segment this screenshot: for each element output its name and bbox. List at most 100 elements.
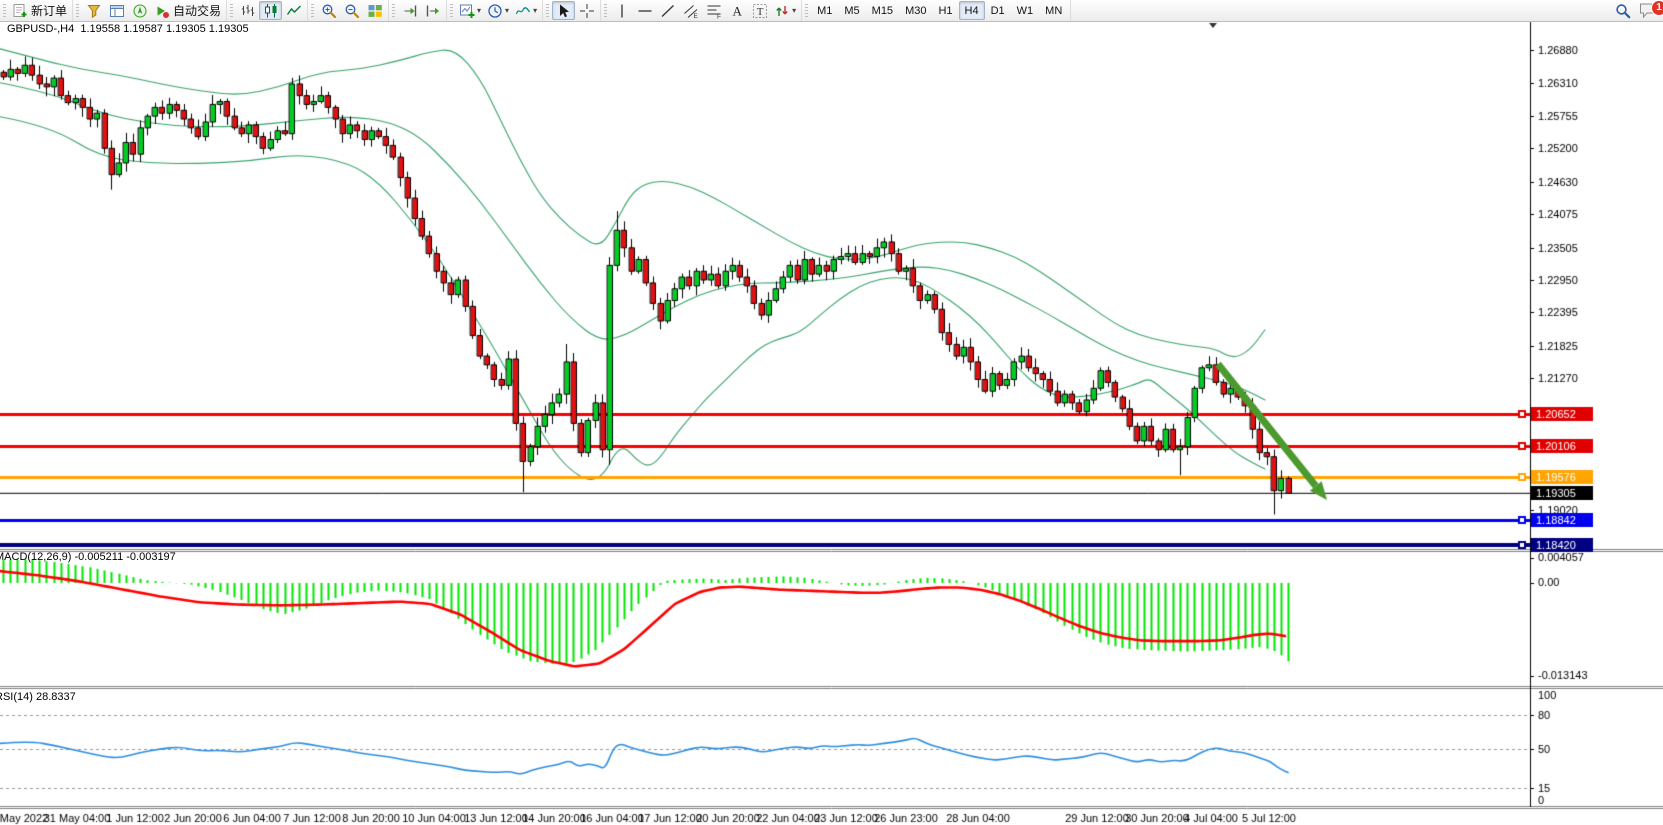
new-order-icon — [12, 3, 28, 19]
auto-trading-button-label: 自动交易 — [173, 4, 222, 18]
chat-button[interactable]: 1 — [1639, 0, 1663, 20]
candlestick-chart-button[interactable] — [259, 1, 283, 20]
zoom-in-button[interactable] — [317, 1, 340, 20]
auto-trading-button[interactable]: 自动交易 — [151, 1, 224, 20]
clock-icon — [487, 3, 503, 19]
cursor-button[interactable] — [552, 1, 576, 20]
new-order-button-label: 新订单 — [31, 4, 68, 18]
notification-badge[interactable]: 1 — [1651, 0, 1663, 16]
svg-text:F: F — [717, 13, 721, 19]
new-chart-icon — [459, 3, 475, 19]
timeframe-m30-button-label: M30 — [905, 4, 927, 17]
horizontal-line-button[interactable] — [633, 1, 656, 20]
toolbar-group: E F A T ▾ — [601, 0, 803, 21]
timeframe-h1-button[interactable]: H1 — [932, 1, 958, 20]
toolbar-group: 新订单 — [0, 0, 74, 21]
toolbar-grip — [546, 4, 550, 17]
bar-chart-button[interactable] — [236, 1, 259, 20]
search-icon[interactable] — [1615, 3, 1631, 19]
dropdown-caret-icon[interactable]: ▾ — [792, 6, 797, 15]
toolbar-grip — [604, 4, 608, 17]
auto-scroll-icon — [402, 3, 418, 19]
cursor-icon — [556, 3, 572, 19]
svg-text:E: E — [693, 13, 698, 19]
timeframe-w1-button-label: W1 — [1016, 4, 1034, 17]
svg-text:T: T — [756, 6, 763, 18]
rsi-indicator-label: RSI(14) 28.8337 — [0, 691, 76, 703]
text-label-button[interactable]: T — [748, 1, 771, 20]
textA-icon: A — [729, 3, 745, 19]
dropdown-caret-icon[interactable]: ▾ — [477, 6, 482, 15]
auto-scroll-button[interactable] — [398, 1, 421, 20]
zoom-out-button[interactable] — [340, 1, 363, 20]
timeframe-h4-button[interactable]: H4 — [958, 1, 985, 20]
toolbar-group: ▾ ▾ ▾ — [447, 0, 544, 21]
toolbar-group: 自动交易 — [73, 0, 228, 21]
chart-title: GBPUSD-,H4 1.19558 1.19587 1.19305 1.193… — [7, 23, 249, 35]
timeframe-m1-button-label: M1 — [817, 4, 833, 17]
arrows-button[interactable]: ▾ — [771, 1, 799, 20]
data-window-button[interactable] — [105, 1, 128, 20]
dropdown-caret-icon[interactable]: ▾ — [533, 6, 538, 15]
equidistant-channel-button[interactable]: E — [679, 1, 702, 20]
toolbar: 新订单 自动交易 ▾ ▾ ▾ E F A T ▾ M1 M5 M15 M30 H1 H4 D1 W1 MN — [0, 0, 1663, 22]
crosshair-button[interactable] — [575, 1, 598, 20]
timeframe-d1-button-label: D1 — [990, 4, 1005, 17]
vline-icon — [614, 3, 630, 19]
toolbar-group — [227, 0, 309, 21]
fibo-icon: F — [706, 3, 722, 19]
toolbar-groups: 新订单 自动交易 ▾ ▾ ▾ E F A T ▾ M1 M5 M15 M30 H1 H4 D1 W1 MN — [0, 0, 1072, 21]
toolbar-group — [308, 0, 390, 21]
chart-shift-button[interactable] — [421, 1, 444, 20]
timeframe-m30-button[interactable]: M30 — [899, 1, 932, 20]
timeframe-h4-button-label: H4 — [964, 4, 979, 17]
navigator-icon — [132, 3, 148, 19]
text-button[interactable]: A — [725, 1, 748, 20]
zoom-out-icon — [344, 3, 360, 19]
tline-icon — [660, 3, 676, 19]
toolbar-grip — [392, 4, 396, 17]
timeframe-w1-button[interactable]: W1 — [1011, 1, 1040, 20]
macd-indicator-label: MACD(12,26,9) -0.005211 -0.003197 — [0, 551, 176, 563]
market-watch-button[interactable] — [82, 1, 105, 20]
new-order-button[interactable]: 新订单 — [9, 1, 70, 20]
toolbar-group — [389, 0, 448, 21]
toolbar-grip — [3, 4, 6, 17]
toolbar-group — [543, 0, 602, 21]
hline-icon — [637, 3, 653, 19]
toolbar-group: M1 M5 M15 M30 H1 H4 D1 W1 MN — [802, 0, 1072, 21]
auto-trading-icon — [154, 3, 170, 19]
data-window-icon — [109, 3, 125, 19]
template-icon — [515, 3, 531, 19]
fibonacci-button[interactable]: F — [702, 1, 725, 20]
new-chart-button[interactable]: ▾ — [456, 1, 484, 20]
toolbar-grip — [76, 4, 80, 17]
market-watch-icon — [86, 3, 102, 19]
timeframe-h1-button-label: H1 — [938, 4, 953, 17]
toolbar-right-tools: 1 — [1615, 0, 1663, 21]
chart-shift-icon — [425, 3, 441, 19]
indicators-button[interactable]: ▾ — [512, 1, 540, 20]
timeframe-mn-button-label: MN — [1045, 4, 1063, 17]
textT-icon: T — [752, 3, 768, 19]
channel-icon: E — [683, 3, 699, 19]
tile-windows-button[interactable] — [363, 1, 386, 20]
arrows-icon — [774, 3, 790, 19]
timeframe-m5-button-label: M5 — [844, 4, 860, 17]
timeframe-d1-button[interactable]: D1 — [985, 1, 1011, 20]
timeframe-mn-button[interactable]: MN — [1039, 1, 1068, 20]
crosshair-icon — [579, 3, 595, 19]
timeframe-m15-button[interactable]: M15 — [866, 1, 899, 20]
vertical-line-button[interactable] — [610, 1, 633, 20]
navigator-button[interactable] — [128, 1, 151, 20]
timeframe-m1-button[interactable]: M1 — [811, 1, 838, 20]
period-button[interactable]: ▾ — [484, 1, 512, 20]
dropdown-caret-icon[interactable]: ▾ — [505, 6, 510, 15]
svg-text:A: A — [732, 3, 742, 18]
bars-icon — [240, 3, 256, 19]
trendline-button[interactable] — [656, 1, 679, 20]
timeframe-m5-button[interactable]: M5 — [838, 1, 865, 20]
line-chart-button[interactable] — [282, 1, 305, 20]
